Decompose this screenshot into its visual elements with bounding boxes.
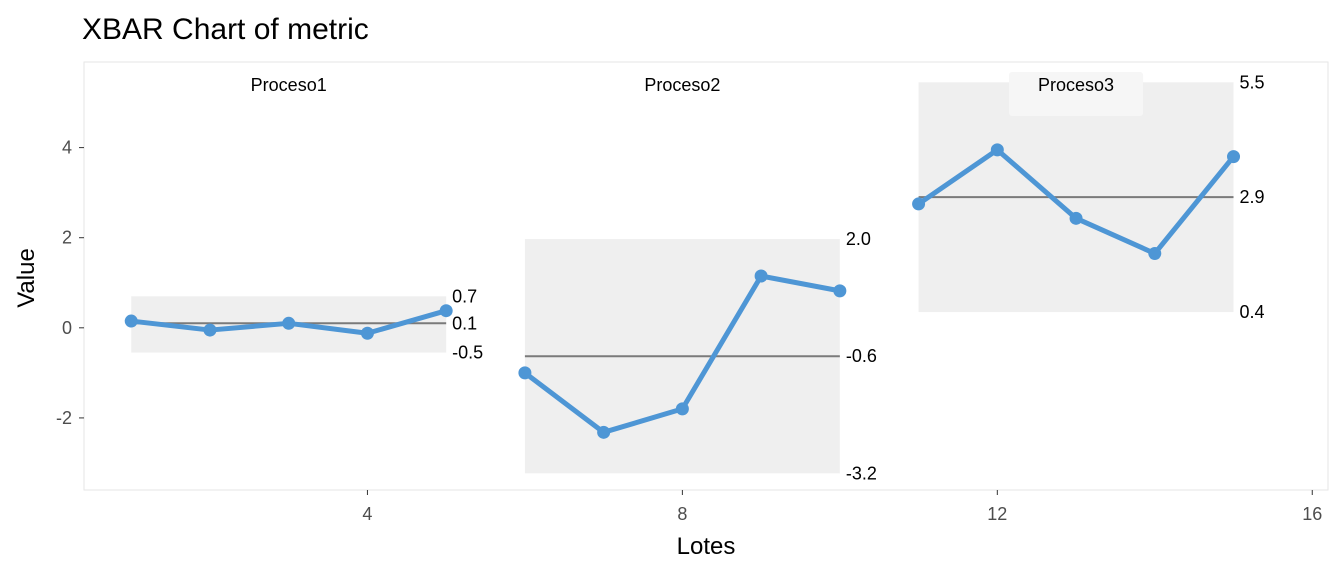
x-tick-label: 4: [362, 504, 372, 524]
y-tick-label: 2: [62, 228, 72, 248]
y-tick-label: 4: [62, 138, 72, 158]
data-point: [1227, 150, 1241, 164]
ucl-label: 0.7: [452, 286, 477, 306]
group-labels: Proceso1 Proceso2 Proceso3: [251, 72, 1144, 116]
data-point: [833, 284, 847, 298]
data-point: [124, 314, 138, 328]
data-point: [912, 197, 926, 211]
x-axis-title: Lotes: [677, 533, 736, 560]
ucl-label: 5.5: [1240, 72, 1265, 92]
data-point: [675, 402, 689, 416]
x-axis: 4 8 12 16: [362, 490, 1322, 524]
data-point: [1069, 211, 1083, 225]
data-point: [439, 304, 453, 318]
y-tick-label: 0: [62, 318, 72, 338]
group-label-proceso3: Proceso3: [1038, 75, 1114, 95]
center-label: -0.6: [846, 346, 877, 366]
y-axis-title: Value: [13, 248, 40, 308]
center-label: 0.1: [452, 313, 477, 333]
limit-labels: 0.7 0.1 -0.5 2.0 -0.6 -3.2 5.5 2.9 0.4: [452, 72, 1264, 483]
data-point: [518, 366, 532, 380]
x-tick-label: 12: [987, 504, 1007, 524]
x-tick-label: 16: [1302, 504, 1322, 524]
data-point: [1148, 246, 1162, 260]
lcl-label: 0.4: [1240, 302, 1265, 322]
group-label-proceso2: Proceso2: [644, 75, 720, 95]
data-point: [360, 326, 374, 340]
y-axis: -2 0 2 4: [56, 138, 84, 428]
group-label-proceso1: Proceso1: [251, 75, 327, 95]
center-label: 2.9: [1240, 187, 1265, 207]
ucl-label: 2.0: [846, 229, 871, 249]
y-tick-label: -2: [56, 408, 72, 428]
data-point: [597, 425, 611, 439]
data-points: [124, 143, 1241, 439]
group-label-box: [1009, 72, 1144, 116]
lcl-label: -3.2: [846, 463, 877, 483]
lcl-label: -0.5: [452, 343, 483, 363]
x-tick-label: 8: [677, 504, 687, 524]
data-point: [990, 143, 1004, 157]
data-point: [203, 323, 217, 337]
data-point: [282, 316, 296, 330]
chart-title: XBAR Chart of metric: [82, 13, 369, 46]
data-point: [754, 269, 768, 283]
